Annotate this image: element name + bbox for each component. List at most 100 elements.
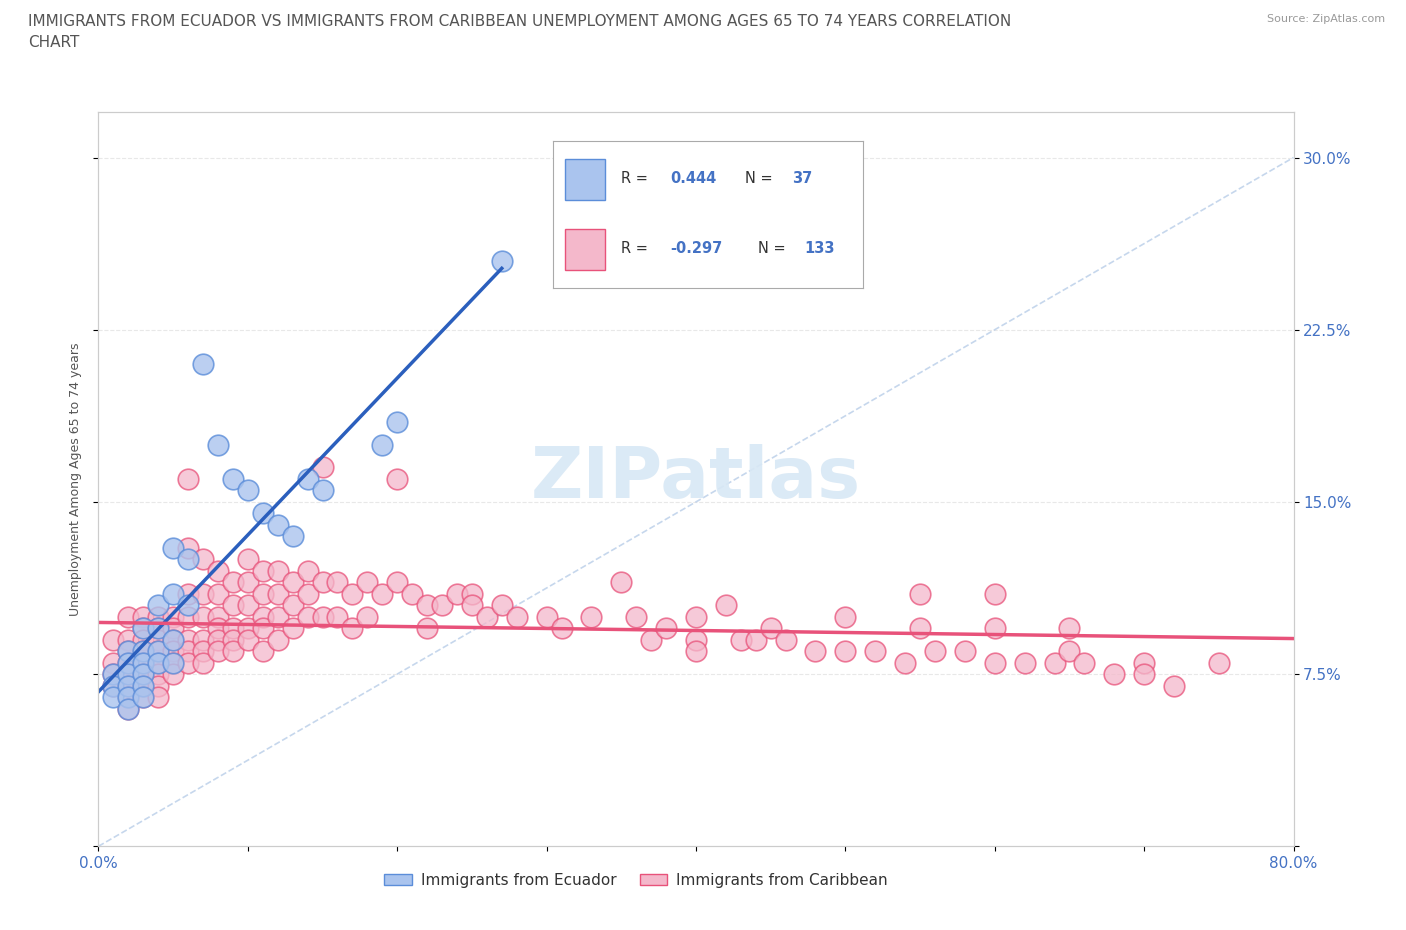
Point [103, 632, 125, 647]
Point [148, 632, 170, 647]
Point [1014, 656, 1036, 671]
Point [475, 609, 498, 624]
Point [148, 644, 170, 658]
Point [236, 620, 259, 635]
Point [207, 586, 229, 601]
Point [162, 632, 184, 647]
Point [117, 690, 139, 705]
Legend: Immigrants from Ecuador, Immigrants from Caribbean: Immigrants from Ecuador, Immigrants from… [378, 867, 894, 894]
Point [177, 644, 200, 658]
Point [236, 483, 259, 498]
Point [207, 632, 229, 647]
Point [356, 609, 378, 624]
Point [191, 632, 214, 647]
Point [759, 620, 782, 635]
Point [1073, 656, 1095, 671]
Point [834, 609, 856, 624]
Point [177, 632, 200, 647]
Point [311, 575, 333, 590]
Point [132, 632, 155, 647]
Text: IMMIGRANTS FROM ECUADOR VS IMMIGRANTS FROM CARIBBEAN UNEMPLOYMENT AMONG AGES 65 : IMMIGRANTS FROM ECUADOR VS IMMIGRANTS FR… [28, 14, 1011, 50]
Point [385, 575, 409, 590]
Point [1059, 620, 1081, 635]
Point [281, 598, 304, 613]
Point [342, 586, 364, 601]
Point [117, 678, 139, 693]
Point [252, 586, 274, 601]
Point [148, 598, 170, 613]
Point [103, 656, 125, 671]
Point [162, 656, 184, 671]
Point [401, 586, 423, 601]
Point [730, 632, 752, 647]
Point [132, 656, 155, 671]
Point [207, 437, 229, 452]
Point [177, 472, 200, 486]
Point [222, 575, 245, 590]
Point [148, 667, 170, 682]
Point [924, 644, 946, 658]
Point [446, 586, 468, 601]
Point [132, 644, 155, 658]
Point [685, 644, 707, 658]
Point [416, 598, 439, 613]
Point [162, 632, 184, 647]
Point [191, 644, 214, 658]
Point [132, 678, 155, 693]
Point [207, 564, 229, 578]
Point [297, 564, 319, 578]
Point [236, 632, 259, 647]
Point [148, 620, 170, 635]
Point [191, 357, 214, 372]
Point [297, 472, 319, 486]
Point [626, 609, 648, 624]
Point [148, 678, 170, 693]
Point [252, 564, 274, 578]
Point [984, 586, 1007, 601]
Point [132, 667, 155, 682]
Point [191, 586, 214, 601]
Point [536, 609, 558, 624]
Point [132, 690, 155, 705]
Point [162, 620, 184, 635]
Point [132, 667, 155, 682]
Point [506, 609, 529, 624]
Point [655, 620, 678, 635]
Point [148, 644, 170, 658]
Point [103, 678, 125, 693]
Point [148, 609, 170, 624]
Point [132, 678, 155, 693]
Point [267, 632, 290, 647]
Point [177, 540, 200, 555]
Point [148, 690, 170, 705]
Point [908, 586, 931, 601]
Point [371, 586, 394, 601]
Point [117, 690, 139, 705]
Point [117, 644, 139, 658]
Point [132, 644, 155, 658]
Point [103, 667, 125, 682]
Point [984, 656, 1007, 671]
Point [1163, 678, 1185, 693]
Point [177, 551, 200, 566]
Point [191, 656, 214, 671]
Point [865, 644, 887, 658]
Point [236, 575, 259, 590]
Point [461, 586, 484, 601]
Point [342, 620, 364, 635]
Point [685, 632, 707, 647]
Point [132, 609, 155, 624]
Point [953, 644, 976, 658]
Point [461, 598, 484, 613]
Point [117, 701, 139, 716]
Point [281, 529, 304, 544]
Point [103, 690, 125, 705]
Point [162, 540, 184, 555]
Point [162, 586, 184, 601]
Point [714, 598, 737, 613]
Point [267, 586, 290, 601]
Point [297, 586, 319, 601]
Point [491, 253, 513, 268]
Point [252, 506, 274, 521]
Point [148, 656, 170, 671]
